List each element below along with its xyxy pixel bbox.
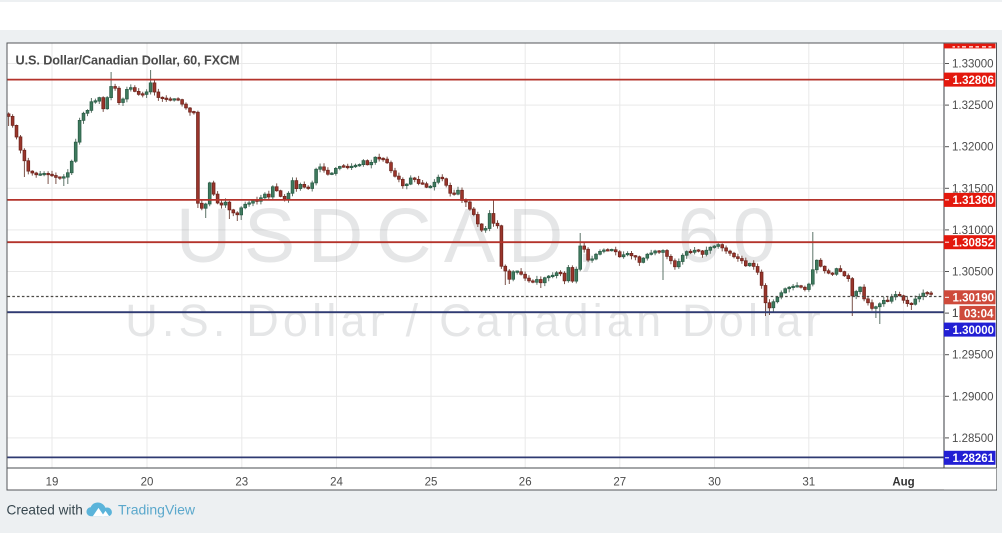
svg-text:U.S. Dollar / Canadian Dollar: U.S. Dollar / Canadian Dollar <box>125 295 825 346</box>
svg-text:1.30190: 1.30190 <box>953 293 995 305</box>
svg-text:1.30000: 1.30000 <box>953 325 995 337</box>
svg-text:U.S. Dollar/Canadian Dollar, 6: U.S. Dollar/Canadian Dollar, 60, FXCM <box>16 54 240 68</box>
svg-text:1.31500: 1.31500 <box>952 183 994 195</box>
svg-text:25: 25 <box>425 477 438 489</box>
svg-text:1.32500: 1.32500 <box>952 100 994 112</box>
svg-text:1.30500: 1.30500 <box>952 267 994 279</box>
svg-text:27: 27 <box>613 477 626 489</box>
svg-text:20: 20 <box>141 477 154 489</box>
svg-text:1.32000: 1.32000 <box>952 142 994 154</box>
svg-text:1.28500: 1.28500 <box>952 433 994 445</box>
svg-text:Created with: Created with <box>7 503 83 518</box>
svg-text:24: 24 <box>330 477 343 489</box>
svg-text:1.29000: 1.29000 <box>952 391 994 403</box>
svg-text:26: 26 <box>519 477 532 489</box>
svg-text:19: 19 <box>46 477 59 489</box>
svg-text:23: 23 <box>235 477 248 489</box>
svg-text:USDCAD, 60: USDCAD, 60 <box>176 193 788 279</box>
svg-text:30: 30 <box>708 477 721 489</box>
svg-text:1.32806: 1.32806 <box>953 75 995 87</box>
svg-text:1.31360: 1.31360 <box>953 195 995 207</box>
svg-text:TradingView: TradingView <box>118 502 196 518</box>
svg-text:03:04: 03:04 <box>964 308 994 320</box>
svg-text:1.29500: 1.29500 <box>952 350 994 362</box>
svg-text:1.: 1. <box>952 308 962 320</box>
svg-text:Aug: Aug <box>892 477 914 489</box>
svg-text:1.28261: 1.28261 <box>953 453 995 465</box>
svg-text:31: 31 <box>802 477 815 489</box>
svg-text:1.33000: 1.33000 <box>952 59 994 71</box>
svg-text:1.30852: 1.30852 <box>953 237 995 249</box>
svg-text:1.31000: 1.31000 <box>952 225 994 237</box>
